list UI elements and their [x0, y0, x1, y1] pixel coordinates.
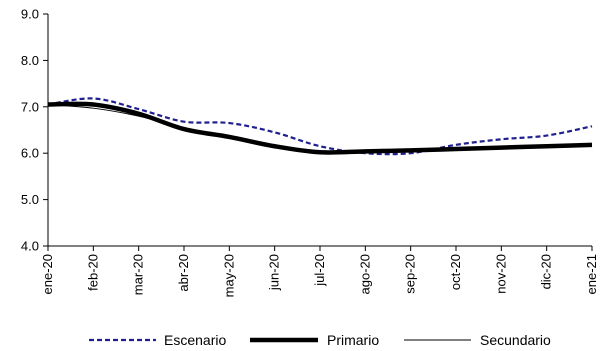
series-line-primario: [47, 101, 593, 155]
x-tick-label: ene-21: [584, 254, 599, 294]
x-tick-label: jun-20: [267, 254, 282, 291]
x-tick-label: may-20: [221, 254, 236, 297]
y-tick-label: 6.0: [21, 146, 39, 161]
chart-axes: [47, 14, 592, 247]
x-tick-label: abr-20: [176, 254, 191, 292]
legend-label-secundario: Secundario: [480, 332, 551, 348]
y-tick-label: 8.0: [21, 53, 39, 68]
legend-label-primario: Primario: [327, 332, 379, 348]
x-tick-label: nov-20: [493, 254, 508, 294]
series-line-escenario: [47, 97, 593, 156]
x-tick-label: mar-20: [131, 254, 146, 295]
x-tick-label: jul-20: [312, 254, 327, 287]
y-tick-label: 4.0: [21, 239, 39, 254]
y-tick-label: 9.0: [21, 7, 39, 22]
x-axis-ticks: ene-20 feb-20 mar-20 abr-20 may-20 jun-20 jul-…: [40, 246, 599, 297]
x-tick-label: ene-20: [40, 254, 55, 294]
x-tick-label: sep-20: [403, 254, 418, 294]
y-tick-label: 5.0: [21, 192, 39, 207]
chart-legend: Escenario Primario Secundario: [89, 332, 551, 348]
x-tick-label: ago-20: [357, 254, 372, 294]
chart-series: [47, 97, 593, 156]
y-tick-label: 7.0: [21, 99, 39, 114]
x-tick-label: feb-20: [85, 254, 100, 291]
legend-label-escenario: Escenario: [164, 332, 226, 348]
x-tick-label: dic-20: [539, 254, 554, 289]
x-tick-label: oct-20: [448, 254, 463, 290]
y-axis-ticks: 4.0 5.0 6.0 7.0 8.0 9.0: [21, 7, 48, 254]
